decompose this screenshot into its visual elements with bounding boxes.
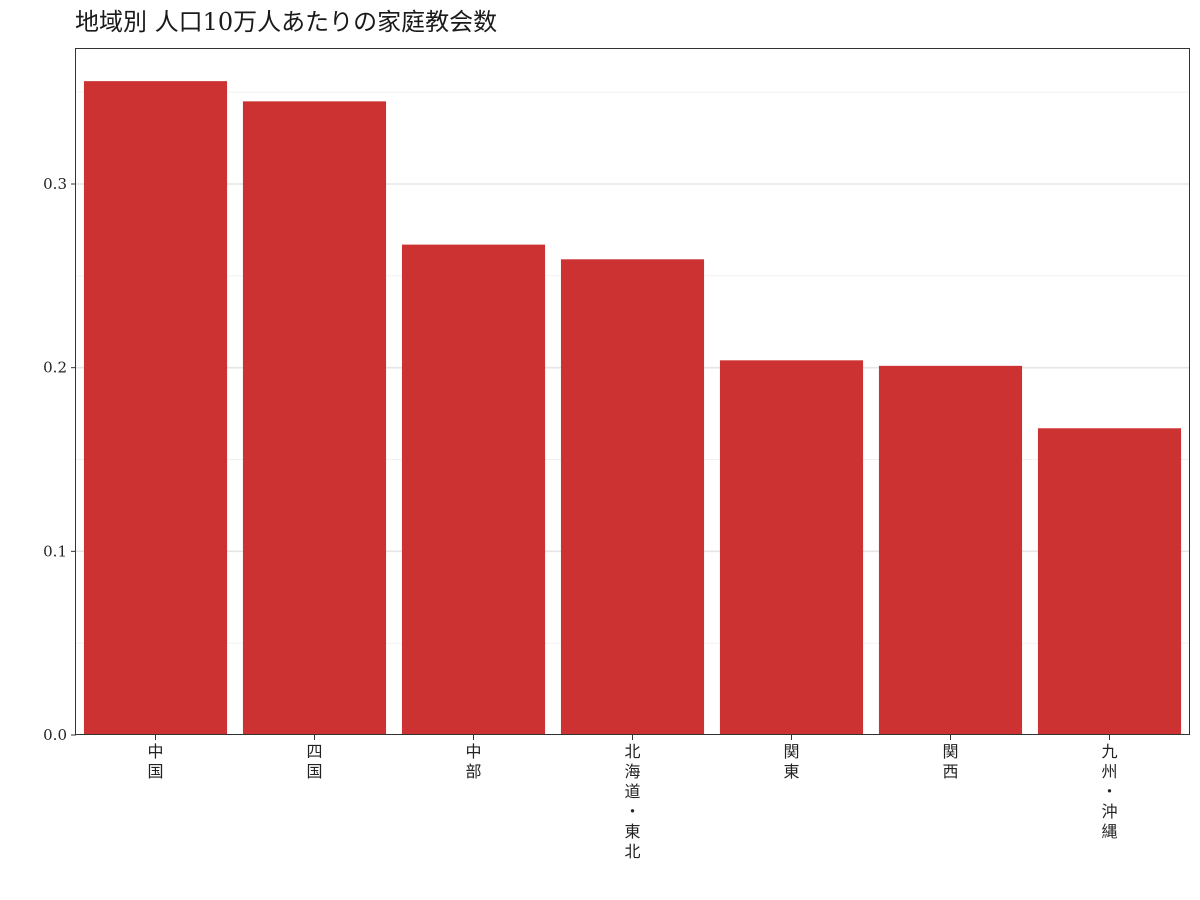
plot-border bbox=[75, 48, 1190, 735]
x-tick-label: 九州・沖縄 bbox=[1101, 742, 1117, 841]
x-tick-label: 北海道・東北 bbox=[624, 742, 640, 861]
x-tick-label: 中部 bbox=[465, 742, 481, 781]
chart-title: 地域別 人口10万人あたりの家庭教会数 bbox=[75, 8, 497, 36]
x-axis: 中国 四国 中部 北海道・東北 関東 関西 九州・沖縄 bbox=[147, 735, 1118, 861]
x-tick-label: 中国 bbox=[147, 742, 163, 781]
x-tick-label: 四国 bbox=[306, 742, 322, 781]
bar bbox=[242, 101, 387, 735]
bars bbox=[83, 81, 1182, 735]
bar bbox=[560, 259, 705, 735]
x-tick-label: 関東 bbox=[783, 742, 799, 781]
bar bbox=[1037, 428, 1182, 735]
bar bbox=[719, 360, 864, 735]
bar bbox=[401, 244, 546, 735]
y-tick-label: 0.1 bbox=[43, 542, 67, 560]
y-tick-label: 0.3 bbox=[43, 175, 67, 193]
y-tick-label: 0.0 bbox=[43, 726, 67, 744]
bar bbox=[83, 81, 228, 735]
y-axis: 0.0 0.1 0.2 0.3 bbox=[43, 175, 76, 744]
y-tick-label: 0.2 bbox=[43, 359, 67, 377]
x-tick-label: 関西 bbox=[942, 742, 958, 781]
bar bbox=[878, 365, 1023, 735]
